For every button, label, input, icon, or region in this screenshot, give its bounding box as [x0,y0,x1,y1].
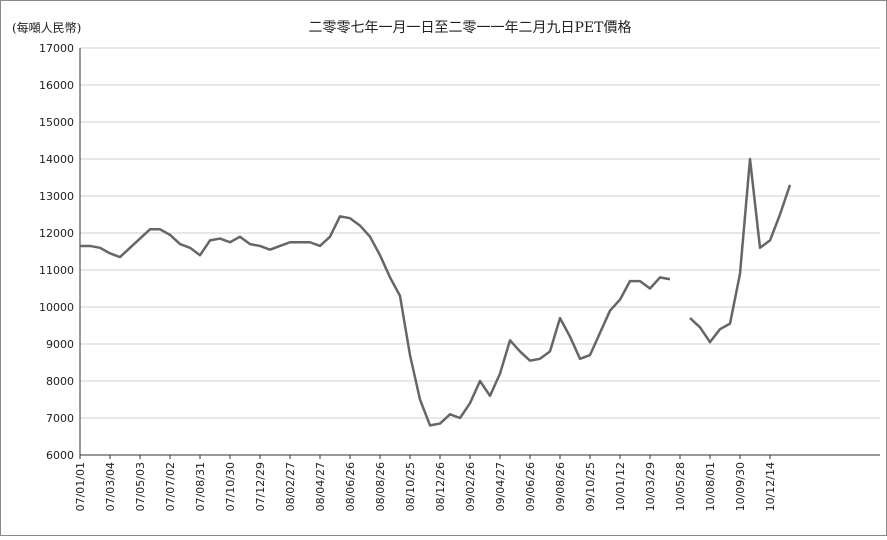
line-series [80,157,792,427]
x-tick-label: 10/08/01 [704,462,717,511]
x-tick-label: 08/12/26 [434,462,447,511]
y-axis-label: (每噸人民幣) [12,20,81,35]
x-tick-label: 10/01/12 [614,462,627,511]
y-tick-label: 9000 [46,338,74,351]
y-tick-label: 15000 [39,116,74,129]
y-tick-label: 14000 [39,153,74,166]
x-tick-label: 07/03/04 [104,462,117,511]
x-tick-label: 07/10/30 [224,462,237,511]
chart-title: 二零零七年一月一日至二零一一年二月九日PET價格 [309,19,632,36]
y-tick-label: 8000 [46,375,74,388]
x-tick-label: 08/06/26 [344,462,357,511]
x-tick-label: 09/08/26 [554,462,567,511]
x-tick-label: 08/04/27 [314,462,327,511]
x-tick-label: 08/10/25 [404,462,417,511]
x-tick-label: 09/02/26 [464,462,477,511]
x-tick-label: 09/04/27 [494,462,507,511]
x-tick-label: 10/03/29 [644,462,657,511]
x-tick-label: 10/12/14 [764,462,777,511]
x-tick-label: 09/10/25 [584,462,597,511]
x-tick-label: 07/05/03 [134,462,147,511]
x-tick-label: 07/12/29 [254,462,267,511]
y-tick-label: 11000 [39,264,74,277]
x-tick-label: 10/09/30 [734,462,747,511]
y-tick-label: 12000 [39,227,74,240]
y-tick-label: 17000 [39,42,74,55]
y-tick-label: 16000 [39,79,74,92]
y-tick-label: 10000 [39,301,74,314]
y-tick-label: 6000 [46,449,74,462]
y-tick-label: 7000 [46,412,74,425]
x-tick-label: 09/06/26 [524,462,537,511]
x-tick-label: 08/08/26 [374,462,387,511]
x-tick-label: 07/08/31 [194,462,207,511]
x-tick-label: 08/02/27 [284,462,297,511]
x-tick-label: 10/05/28 [674,462,687,511]
y-tick-label: 13000 [39,190,74,203]
x-tick-label: 07/07/02 [164,462,177,511]
x-tick-label: 07/01/01 [74,462,87,511]
